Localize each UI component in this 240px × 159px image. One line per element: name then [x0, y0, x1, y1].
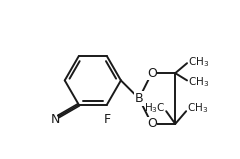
Text: N: N: [50, 113, 60, 126]
Text: B: B: [135, 92, 143, 105]
Text: O: O: [147, 117, 157, 130]
Text: O: O: [147, 67, 157, 80]
Text: CH$_3$: CH$_3$: [188, 55, 210, 69]
Text: CH$_3$: CH$_3$: [188, 75, 210, 89]
Text: CH$_3$: CH$_3$: [187, 102, 208, 115]
Text: H$_3$C: H$_3$C: [144, 102, 165, 115]
Text: F: F: [104, 113, 111, 126]
